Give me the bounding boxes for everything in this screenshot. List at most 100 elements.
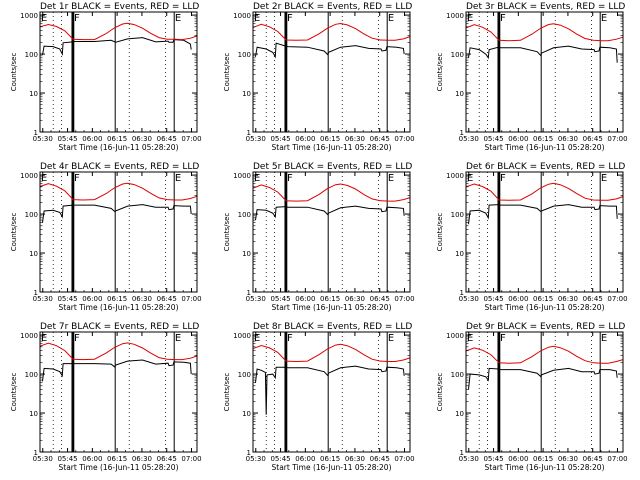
x-axis-label: Start Time (16-Jun-11 05:28:20): [59, 303, 179, 312]
segment-marker: F: [287, 333, 293, 344]
x-tick-label: 07:00: [181, 455, 201, 463]
y-tick-label: 10: [242, 90, 251, 98]
series-events: [468, 204, 618, 225]
x-tick-label: 06:45: [583, 295, 603, 303]
x-tick-label: 07:00: [607, 455, 627, 463]
y-tick-label: 1: [247, 289, 251, 297]
y-tick-label: 1000: [446, 12, 464, 20]
segment-marker: F: [287, 13, 293, 24]
segment-marker: E: [601, 173, 607, 184]
y-tick-label: 1000: [20, 12, 38, 20]
y-axis-label: Counts/sec: [10, 213, 18, 252]
series-lld: [465, 182, 624, 201]
x-axis-label: Start Time (16-Jun-11 05:28:20): [485, 463, 605, 472]
x-tick-label: 07:00: [607, 135, 627, 143]
x-tick-label: 06:30: [558, 295, 578, 303]
x-tick-label: 06:30: [345, 295, 365, 303]
segment-marker: E: [175, 173, 181, 184]
y-tick-label: 1000: [20, 172, 38, 180]
segment-marker: F: [74, 173, 80, 184]
series-lld: [39, 22, 198, 41]
panel-title: Det 2r BLACK = Events, RED = LLD: [253, 2, 412, 12]
x-tick-label: 06:00: [508, 295, 528, 303]
y-tick-label: 1: [460, 449, 464, 457]
x-tick-label: 06:30: [132, 295, 152, 303]
y-tick-label: 100: [238, 51, 251, 59]
x-axis-label: Start Time (16-Jun-11 05:28:20): [59, 143, 179, 152]
x-tick-label: 06:00: [82, 455, 102, 463]
panel-title: Det 1r BLACK = Events, RED = LLD: [40, 2, 199, 12]
x-tick-label: 05:30: [246, 295, 266, 303]
segment-marker: E: [467, 173, 473, 184]
x-tick-label: 06:15: [320, 295, 340, 303]
y-tick-label: 10: [29, 250, 38, 258]
x-tick-label: 06:30: [132, 455, 152, 463]
segment-marker: F: [74, 13, 80, 24]
segment-marker: E: [467, 13, 473, 24]
series-events: [42, 359, 192, 382]
y-tick-label: 1000: [446, 332, 464, 340]
segment-marker: E: [175, 13, 181, 24]
segment-marker: E: [254, 333, 260, 344]
y-axis-label: Counts/sec: [436, 53, 444, 92]
x-tick-label: 06:00: [508, 455, 528, 463]
segment-marker: E: [601, 13, 607, 24]
y-tick-label: 100: [238, 211, 251, 219]
x-tick-label: 05:45: [57, 135, 77, 143]
x-tick-label: 06:45: [157, 135, 177, 143]
segment-marker: E: [41, 173, 47, 184]
x-axis-label: Start Time (16-Jun-11 05:28:20): [272, 463, 392, 472]
x-axis-label: Start Time (16-Jun-11 05:28:20): [59, 463, 179, 472]
x-tick-label: 06:15: [533, 135, 553, 143]
y-tick-label: 1: [247, 449, 251, 457]
x-tick-label: 05:30: [459, 135, 479, 143]
series-events: [42, 37, 192, 56]
x-tick-label: 05:30: [33, 295, 53, 303]
x-axis-label: Start Time (16-Jun-11 05:28:20): [485, 143, 605, 152]
x-tick-label: 06:30: [132, 135, 152, 143]
segment-marker: E: [41, 333, 47, 344]
x-tick-label: 05:30: [246, 135, 266, 143]
x-tick-label: 06:15: [320, 455, 340, 463]
x-tick-label: 06:15: [107, 295, 127, 303]
y-axis-label: Counts/sec: [436, 213, 444, 252]
panel-title: Det 7r BLACK = Events, RED = LLD: [40, 322, 199, 332]
x-tick-label: 06:00: [295, 295, 315, 303]
x-tick-label: 06:30: [558, 455, 578, 463]
panel-title: Det 6r BLACK = Events, RED = LLD: [466, 162, 625, 172]
x-tick-label: 05:30: [246, 455, 266, 463]
x-tick-label: 05:45: [57, 455, 77, 463]
x-tick-label: 06:45: [157, 295, 177, 303]
y-tick-label: 1: [247, 129, 251, 137]
series-events: [255, 42, 405, 59]
y-tick-label: 1000: [446, 172, 464, 180]
x-tick-label: 06:30: [345, 135, 365, 143]
y-tick-label: 100: [25, 51, 38, 59]
x-tick-label: 06:45: [157, 455, 177, 463]
plot-frame: [465, 11, 624, 133]
x-tick-label: 05:45: [270, 295, 290, 303]
series-lld: [252, 183, 411, 202]
x-tick-label: 06:45: [583, 135, 603, 143]
y-tick-label: 100: [25, 371, 38, 379]
series-lld: [465, 345, 624, 364]
segment-marker: E: [175, 333, 181, 344]
x-tick-label: 06:15: [533, 455, 553, 463]
x-tick-label: 05:45: [270, 455, 290, 463]
series-events: [42, 204, 192, 223]
plot-frame: [465, 171, 624, 293]
segment-marker: F: [500, 13, 506, 24]
x-tick-label: 06:15: [107, 455, 127, 463]
series-events: [468, 367, 618, 390]
segment-marker: E: [388, 13, 394, 24]
panel-title: Det 4r BLACK = Events, RED = LLD: [40, 162, 199, 172]
segment-marker: F: [500, 173, 506, 184]
y-axis-label: Counts/sec: [436, 373, 444, 412]
x-axis-label: Start Time (16-Jun-11 05:28:20): [272, 143, 392, 152]
